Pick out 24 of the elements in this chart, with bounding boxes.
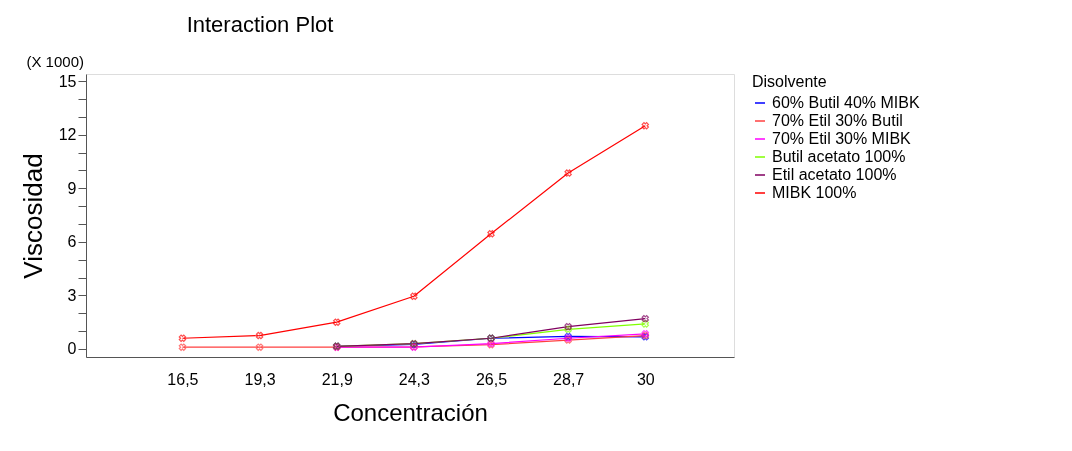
- legend-title: Disolvente: [752, 73, 827, 90]
- legend-label: Etil acetato 100%: [772, 166, 897, 183]
- text: (X 1000): [26, 53, 84, 70]
- legend-label: MIBK 100%: [772, 184, 857, 201]
- x-tick-label: 30: [636, 370, 655, 388]
- legend-label: 70% Etil 30% Butil: [772, 112, 903, 129]
- y-tick-label: 6: [67, 233, 77, 251]
- y-tick-label: 12: [58, 126, 77, 144]
- legend-label: 70% Etil 30% MIBK: [772, 130, 912, 147]
- y-tick-label: 9: [67, 179, 77, 197]
- legend-label: Butil acetato 100%: [772, 148, 906, 165]
- x-tick-label: 16,5: [167, 370, 199, 388]
- x-tick-label: 26,5: [475, 370, 508, 388]
- x-tick-label: 21,9: [321, 370, 353, 388]
- x-axis-title: Concentración: [333, 398, 488, 426]
- x-tick-label: 19,3: [244, 370, 276, 388]
- x-tick-label: 24,3: [398, 370, 431, 388]
- y-tick-label: 0: [67, 340, 77, 358]
- y-tick-label: 15: [58, 72, 77, 90]
- y-tick-label: 3: [67, 286, 77, 304]
- legend-label: 60% Butil 40% MIBK: [772, 94, 920, 111]
- chart-title: Interaction Plot: [186, 12, 334, 37]
- y-axis-title: Viscosidad: [17, 153, 48, 279]
- x-tick-label: 28,7: [553, 370, 585, 388]
